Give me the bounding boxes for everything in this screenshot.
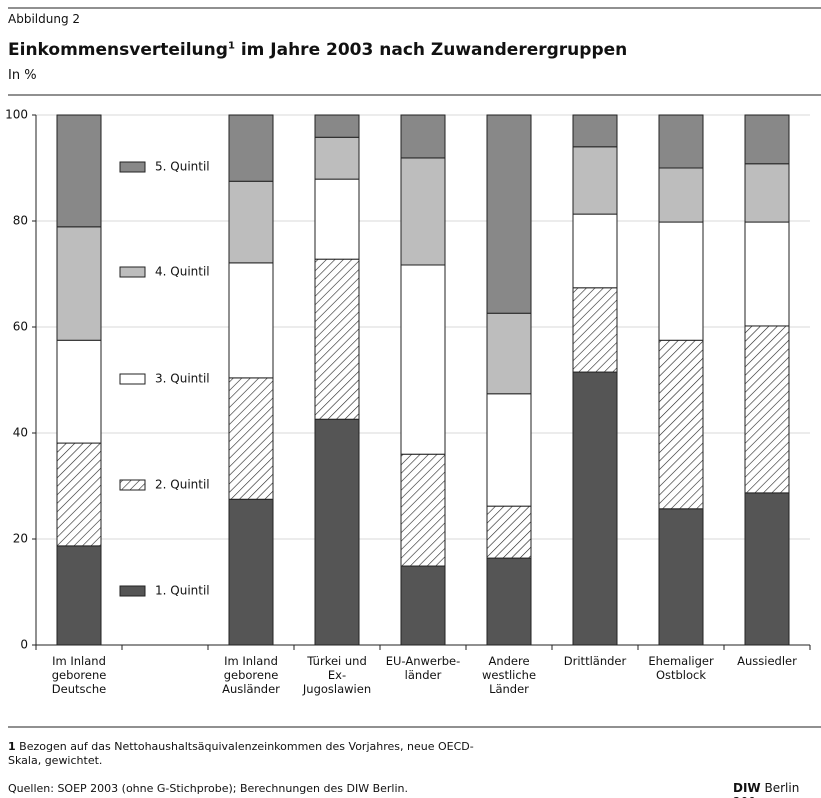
chart-title: Einkommensverteilung1 im Jahre 2003 nach… <box>8 40 627 60</box>
footnote-mark: 1 <box>8 740 16 753</box>
bar-segment <box>658 114 704 169</box>
bar-segment <box>228 377 274 500</box>
x-tick-label: Drittländer <box>563 654 627 668</box>
x-tick-label: Andere westliche Länder <box>481 654 537 696</box>
bar-segment <box>228 114 274 182</box>
bar-segment <box>572 114 618 148</box>
bar-segment <box>744 114 790 165</box>
footnote-block: 1 Bezogen auf das Nettohaushaltsäquivale… <box>8 740 474 768</box>
footnote: Bezogen auf das Nettohaushaltsäquivalenz… <box>8 740 474 767</box>
bar-segment <box>400 565 446 646</box>
x-tick-label: Im Inland geborene Deutsche <box>51 654 107 696</box>
bar-segment <box>744 163 790 223</box>
x-tick-label: Ehemaliger Ostblock <box>648 654 714 682</box>
brand-block: DIW Berlin 200 <box>733 781 821 798</box>
legend-swatch <box>119 373 146 385</box>
bar-segment <box>56 226 102 341</box>
legend-swatch <box>119 479 146 491</box>
bar-segment <box>486 393 532 507</box>
legend-swatch <box>119 161 146 173</box>
brand-bold: DIW <box>733 781 761 795</box>
legend-label: 3. Quintil <box>155 372 210 386</box>
bar-segment <box>228 180 274 264</box>
legend-label: 2. Quintil <box>155 478 210 492</box>
brand: Berlin 200 <box>733 781 800 798</box>
bar-segment <box>56 545 102 646</box>
y-tick-label: 40 <box>13 426 28 440</box>
bar-segment <box>228 262 274 379</box>
bar-segment <box>658 167 704 223</box>
figure-label: Abbildung 2 <box>8 12 81 26</box>
legend-label: 5. Quintil <box>155 160 210 174</box>
y-tick-label: 0 <box>20 638 28 652</box>
bar-segment <box>658 508 704 646</box>
bar-segment <box>314 178 360 260</box>
bar-segment <box>400 157 446 266</box>
bar-segment <box>56 114 102 228</box>
bar-segment <box>228 498 274 646</box>
bar-segment <box>400 114 446 159</box>
bar-segment <box>572 287 618 373</box>
y-tick-label: 20 <box>13 532 28 546</box>
source: Quellen: SOEP 2003 (ohne G-Stichprobe); … <box>8 782 408 795</box>
x-tick-label: EU-Anwerbe- länder <box>385 654 461 682</box>
title: Einkommensverteilung <box>8 40 228 60</box>
bar-segment <box>572 146 618 215</box>
x-tick-label: Türkei und Ex-Jugoslawien <box>302 654 372 696</box>
bar-segment <box>486 505 532 559</box>
bar-segment <box>744 325 790 494</box>
y-tick-label: 100 <box>5 108 28 122</box>
y-tick-label: 60 <box>13 320 28 334</box>
title-continued: im Jahre 2003 nach Zuwanderergruppen <box>234 40 628 60</box>
bar-segment <box>56 339 102 444</box>
x-tick-label: Aussiedler <box>737 654 797 668</box>
title-superscript: 1 <box>227 40 235 52</box>
bar-segment <box>658 221 704 341</box>
x-tick-label: Im Inland geborene Ausländer <box>222 654 280 696</box>
bar-segment <box>314 418 360 646</box>
bar-segment <box>400 264 446 455</box>
bar-segment <box>486 312 532 395</box>
bar-segment <box>314 136 360 180</box>
legend-swatch <box>119 585 146 597</box>
bar-segment <box>314 258 360 420</box>
bar-segment <box>572 213 618 289</box>
bar-segment <box>744 492 790 646</box>
plot: 0 20 40 60 80 100 5. Quintil 4. Quintil 3. Quint… <box>5 108 811 652</box>
bar-segment <box>486 557 532 646</box>
bar-segment <box>56 442 102 547</box>
bar-segment <box>744 221 790 327</box>
y-tick-label: 80 <box>13 214 28 228</box>
bar-segment <box>572 371 618 646</box>
bar-segment <box>658 339 704 510</box>
legend-label: 1. Quintil <box>155 584 210 598</box>
bar-segment <box>314 114 360 138</box>
bar-segment <box>400 453 446 567</box>
subtitle: In % <box>8 68 37 83</box>
legend-label: 4. Quintil <box>155 265 210 279</box>
legend-swatch <box>119 266 146 278</box>
bar-segment <box>486 114 532 314</box>
